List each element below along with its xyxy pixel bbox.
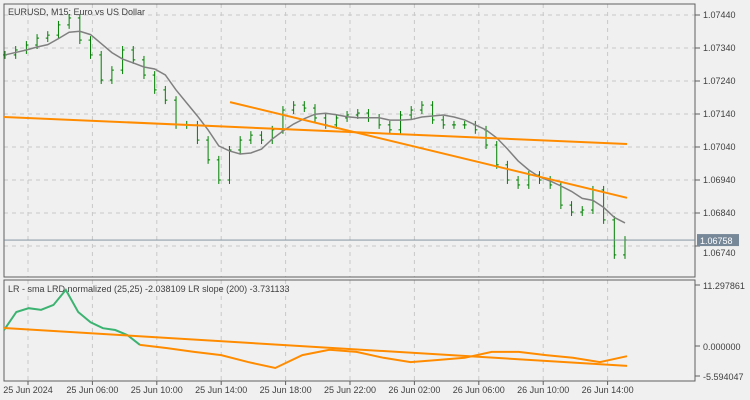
y-tick-label: 1.07140	[703, 109, 736, 119]
x-tick-label: 25 Jun 10:00	[131, 385, 183, 395]
current-price-tag	[697, 234, 739, 247]
price-bar	[387, 120, 392, 134]
price-bar	[323, 114, 328, 129]
price-bar	[291, 101, 296, 114]
price-bar	[623, 236, 627, 259]
y-tick-label: 1.07440	[703, 10, 736, 20]
chart-title: EURUSD, M15: Euro vs US Dollar	[8, 7, 145, 17]
x-tick-label: 26 Jun 14:00	[582, 385, 634, 395]
price-bar	[473, 120, 478, 134]
price-bar	[451, 120, 456, 129]
y-tick-label: 1.06940	[703, 175, 736, 185]
price-bar	[216, 155, 221, 184]
price-bar	[516, 176, 521, 189]
price-bar	[56, 20, 61, 40]
price-bar	[302, 101, 307, 113]
main-plot-frame	[3, 3, 696, 278]
y-tick-label: 1.07240	[703, 76, 736, 86]
price-bar	[109, 66, 114, 84]
price-bar	[377, 114, 382, 129]
price-bar	[494, 141, 499, 169]
price-bar	[419, 101, 424, 114]
indicator-orange-line	[139, 343, 628, 370]
price-bar	[505, 160, 510, 184]
price-bar	[120, 46, 125, 75]
price-bar	[88, 36, 93, 59]
price-bar	[409, 106, 414, 119]
current-price-label: 1.06758	[700, 236, 733, 246]
y-tick-label: 1.06840	[703, 208, 736, 218]
x-tick-label: 25 Jun 18:00	[260, 385, 312, 395]
price-bar	[67, 14, 72, 29]
grid	[4, 4, 695, 381]
y-tick-label: 1.06740	[703, 248, 736, 258]
price-bar	[206, 136, 211, 164]
price-bar	[430, 101, 435, 124]
indicator-slope-line	[3, 327, 628, 367]
price-bar	[163, 85, 168, 105]
price-bar	[99, 50, 104, 84]
price-bar	[569, 201, 574, 216]
price-bar	[462, 120, 467, 129]
x-tick-label: 26 Jun 10:00	[517, 385, 569, 395]
x-tick-label: 26 Jun 06:00	[453, 385, 505, 395]
price-bar	[313, 104, 317, 122]
price-bar	[398, 111, 403, 134]
axes: 1.07440 1.07340 1.07240 1.07140 1.07040 1.069…	[3, 10, 745, 395]
price-bar	[227, 146, 232, 184]
price-bar	[238, 136, 243, 154]
y-tick-label: 1.07040	[703, 142, 736, 152]
price-bar	[248, 131, 253, 145]
sma-line	[4, 30, 626, 224]
price-bar	[259, 131, 264, 145]
x-tick-label: 25 Jun 14:00	[195, 385, 247, 395]
price-bar	[580, 206, 585, 216]
y-tick-label: 1.07340	[703, 43, 736, 53]
regression-line-short	[229, 101, 628, 199]
price-bar	[334, 114, 339, 129]
price-plot[interactable]	[3, 14, 695, 259]
price-bar	[441, 115, 446, 129]
regression-line-long	[3, 115, 628, 146]
price-bar	[77, 14, 82, 45]
x-tick-label: 25 Jun 06:00	[66, 385, 118, 395]
x-tick-label: 25 Jun 2024	[3, 385, 53, 395]
indicator-y-tick-label: -5.594047	[703, 372, 744, 382]
price-bar	[131, 46, 136, 64]
indicator-y-tick-label: 11.297861	[703, 281, 745, 291]
x-tick-label: 26 Jun 02:00	[388, 385, 440, 395]
indicator-title: LR - sma LRD normalized (25,25) -2.03810…	[8, 284, 289, 294]
price-bar	[612, 215, 617, 259]
price-bar	[366, 109, 371, 122]
indicator-green-line	[3, 288, 141, 346]
price-bar	[45, 31, 50, 43]
price-bar	[152, 71, 157, 94]
x-tick-label: 25 Jun 22:00	[324, 385, 376, 395]
indicator-y-tick-label: 0.000000	[703, 342, 741, 352]
indicator-plot[interactable]	[3, 288, 628, 370]
